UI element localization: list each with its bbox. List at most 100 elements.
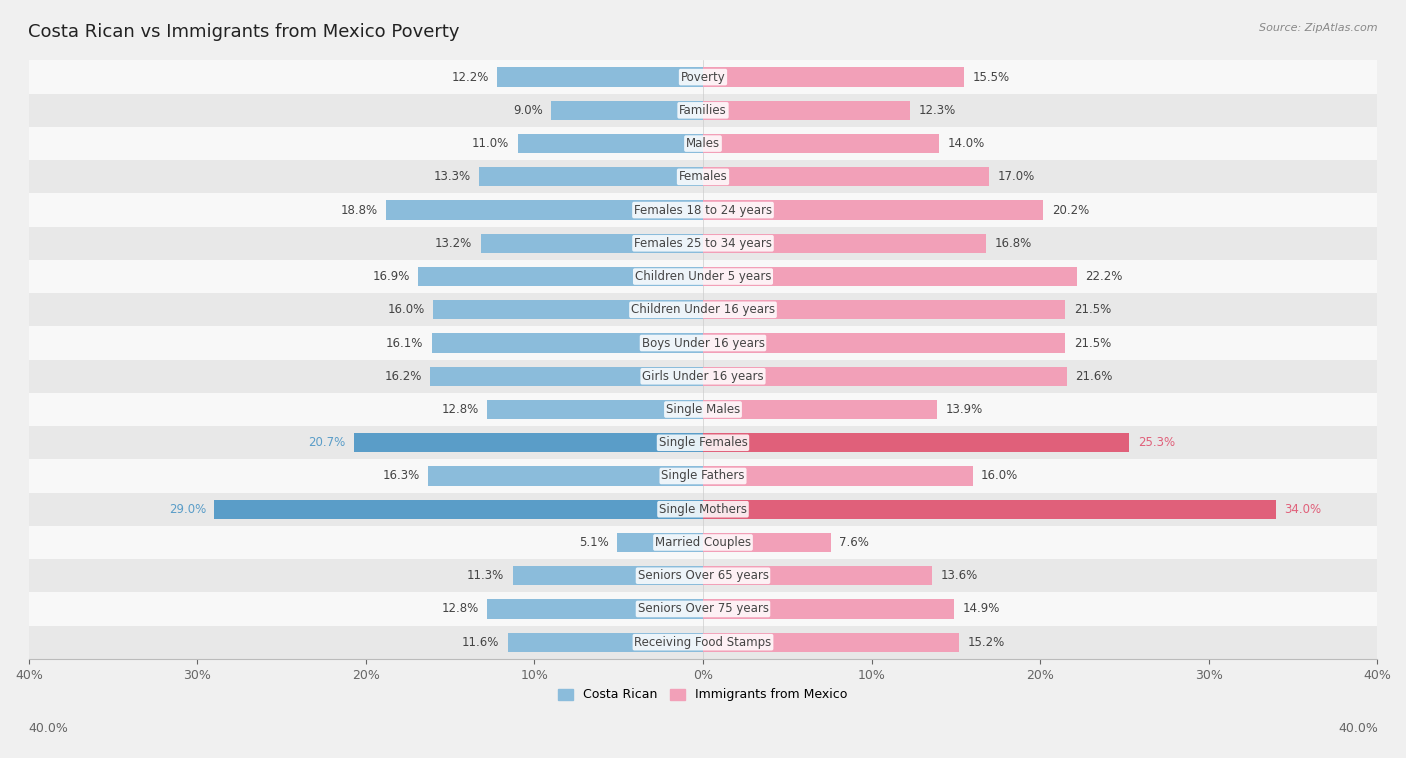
Text: Seniors Over 75 years: Seniors Over 75 years: [637, 603, 769, 615]
Text: Females 25 to 34 years: Females 25 to 34 years: [634, 236, 772, 250]
Bar: [513, 566, 703, 585]
Text: 16.0%: 16.0%: [388, 303, 425, 316]
Bar: [703, 267, 1077, 287]
Bar: [488, 600, 703, 619]
Text: 16.0%: 16.0%: [981, 469, 1018, 483]
Text: 12.3%: 12.3%: [918, 104, 956, 117]
Bar: [481, 233, 703, 253]
Text: 12.2%: 12.2%: [451, 70, 489, 83]
Bar: [703, 466, 973, 486]
Text: 21.5%: 21.5%: [1074, 303, 1111, 316]
Bar: [30, 625, 1376, 659]
Text: Costa Rican vs Immigrants from Mexico Poverty: Costa Rican vs Immigrants from Mexico Po…: [28, 23, 460, 41]
Bar: [703, 533, 831, 552]
Text: 12.8%: 12.8%: [441, 403, 479, 416]
Text: 17.0%: 17.0%: [998, 171, 1035, 183]
Text: Males: Males: [686, 137, 720, 150]
Bar: [429, 466, 703, 486]
Text: 40.0%: 40.0%: [28, 722, 67, 735]
Bar: [30, 426, 1376, 459]
Bar: [30, 393, 1376, 426]
Bar: [30, 293, 1376, 327]
Bar: [617, 533, 703, 552]
Bar: [30, 359, 1376, 393]
Bar: [30, 526, 1376, 559]
Text: Females 18 to 24 years: Females 18 to 24 years: [634, 204, 772, 217]
Bar: [214, 500, 703, 519]
Bar: [479, 168, 703, 186]
Bar: [703, 400, 938, 419]
Bar: [703, 367, 1067, 386]
Text: Single Males: Single Males: [666, 403, 740, 416]
Text: Married Couples: Married Couples: [655, 536, 751, 549]
Text: 20.7%: 20.7%: [308, 437, 346, 449]
Text: 11.0%: 11.0%: [472, 137, 509, 150]
Text: Boys Under 16 years: Boys Under 16 years: [641, 337, 765, 349]
Text: 40.0%: 40.0%: [1339, 722, 1378, 735]
Bar: [703, 300, 1066, 319]
Text: 20.2%: 20.2%: [1052, 204, 1090, 217]
Text: 16.8%: 16.8%: [994, 236, 1032, 250]
Bar: [30, 327, 1376, 359]
Text: Families: Families: [679, 104, 727, 117]
Text: 16.3%: 16.3%: [382, 469, 420, 483]
Bar: [433, 300, 703, 319]
Text: 7.6%: 7.6%: [839, 536, 869, 549]
Text: 11.3%: 11.3%: [467, 569, 505, 582]
Text: Receiving Food Stamps: Receiving Food Stamps: [634, 636, 772, 649]
Text: 13.3%: 13.3%: [433, 171, 471, 183]
Text: 25.3%: 25.3%: [1137, 437, 1175, 449]
Text: 22.2%: 22.2%: [1085, 270, 1123, 283]
Bar: [703, 101, 910, 120]
Bar: [30, 592, 1376, 625]
Text: 14.9%: 14.9%: [963, 603, 1000, 615]
Bar: [703, 67, 965, 86]
Bar: [703, 200, 1043, 220]
Bar: [703, 600, 955, 619]
Text: 21.6%: 21.6%: [1076, 370, 1112, 383]
Text: 13.9%: 13.9%: [946, 403, 983, 416]
Text: Children Under 5 years: Children Under 5 years: [634, 270, 772, 283]
Bar: [30, 61, 1376, 94]
Text: Single Mothers: Single Mothers: [659, 503, 747, 515]
Bar: [30, 260, 1376, 293]
Text: 34.0%: 34.0%: [1284, 503, 1322, 515]
Bar: [703, 134, 939, 153]
Text: 14.0%: 14.0%: [948, 137, 984, 150]
Text: 16.1%: 16.1%: [385, 337, 423, 349]
Text: 15.2%: 15.2%: [967, 636, 1005, 649]
Bar: [703, 334, 1066, 352]
Text: 16.9%: 16.9%: [373, 270, 409, 283]
Bar: [703, 233, 986, 253]
Text: Girls Under 16 years: Girls Under 16 years: [643, 370, 763, 383]
Bar: [418, 267, 703, 287]
Bar: [30, 193, 1376, 227]
Text: 29.0%: 29.0%: [169, 503, 205, 515]
Bar: [703, 500, 1277, 519]
Text: Children Under 16 years: Children Under 16 years: [631, 303, 775, 316]
Bar: [551, 101, 703, 120]
Bar: [30, 493, 1376, 526]
Text: 5.1%: 5.1%: [579, 536, 609, 549]
Bar: [30, 559, 1376, 592]
Bar: [488, 400, 703, 419]
Bar: [703, 168, 990, 186]
Bar: [508, 633, 703, 652]
Text: 11.6%: 11.6%: [461, 636, 499, 649]
Bar: [30, 459, 1376, 493]
Bar: [30, 160, 1376, 193]
Legend: Costa Rican, Immigrants from Mexico: Costa Rican, Immigrants from Mexico: [554, 684, 852, 706]
Text: 16.2%: 16.2%: [384, 370, 422, 383]
Text: Source: ZipAtlas.com: Source: ZipAtlas.com: [1260, 23, 1378, 33]
Bar: [30, 227, 1376, 260]
Bar: [498, 67, 703, 86]
Bar: [30, 127, 1376, 160]
Text: 21.5%: 21.5%: [1074, 337, 1111, 349]
Text: 15.5%: 15.5%: [973, 70, 1010, 83]
Bar: [703, 433, 1129, 453]
Text: Seniors Over 65 years: Seniors Over 65 years: [637, 569, 769, 582]
Text: Single Fathers: Single Fathers: [661, 469, 745, 483]
Text: 18.8%: 18.8%: [340, 204, 378, 217]
Text: 9.0%: 9.0%: [513, 104, 543, 117]
Bar: [703, 566, 932, 585]
